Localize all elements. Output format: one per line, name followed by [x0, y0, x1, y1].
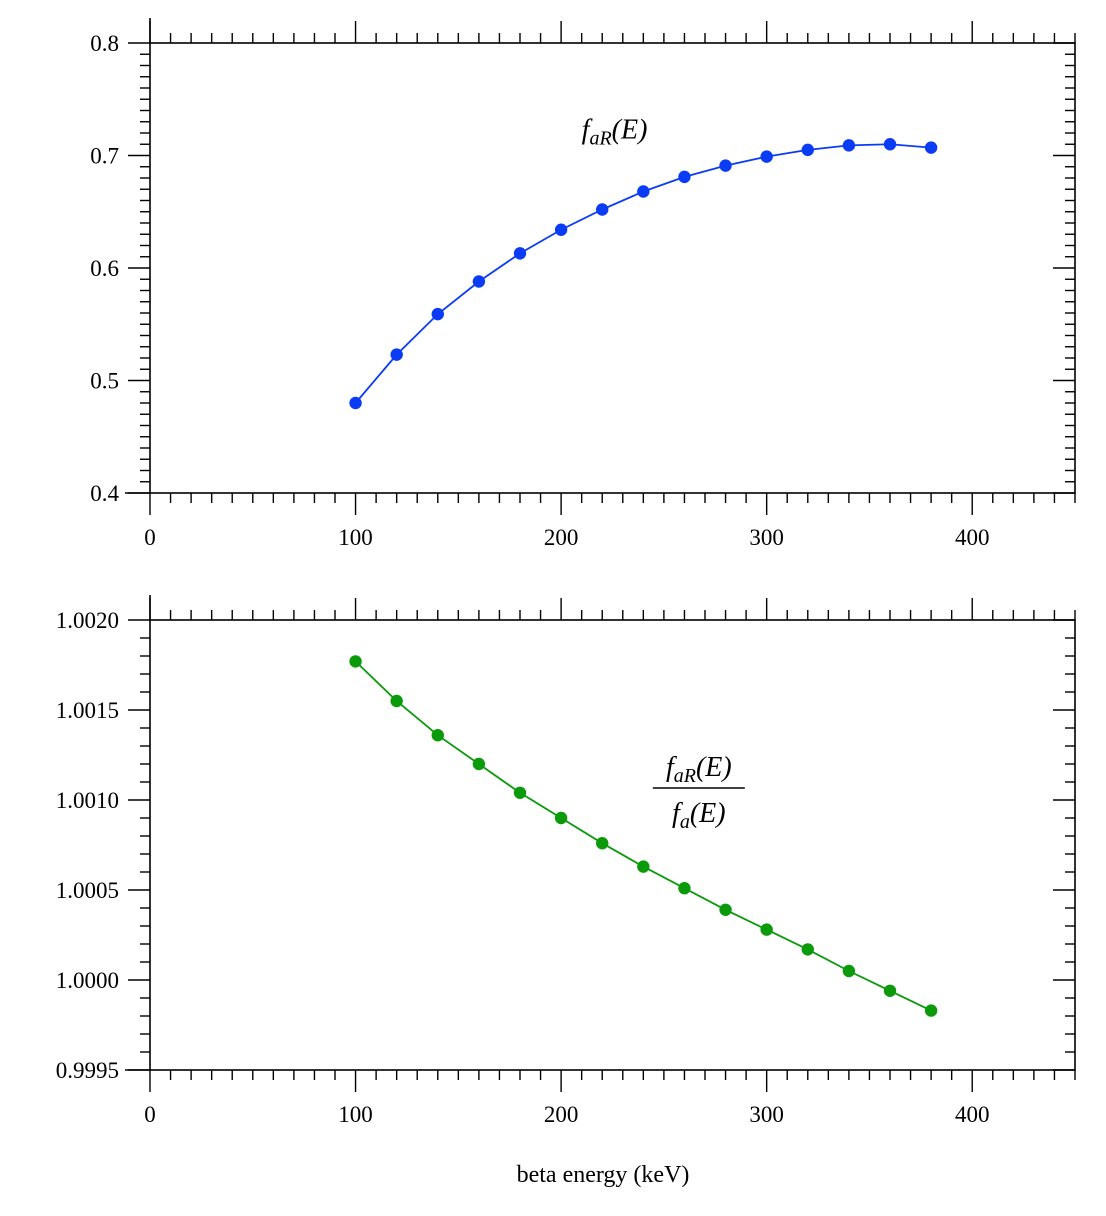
x-tick-label: 300 [749, 1102, 784, 1127]
data-point [842, 964, 856, 978]
curve-annotation: faR(E) [582, 115, 648, 150]
data-point [678, 170, 691, 184]
x-tick-label: 0 [144, 1102, 156, 1127]
data-point [596, 203, 609, 216]
plot-frame [149, 619, 1076, 1071]
data-point [924, 141, 938, 154]
data-point [760, 923, 773, 936]
data-point [801, 943, 814, 956]
y-tick-label: 0.8 [90, 31, 119, 56]
y-tick-label: 0.7 [90, 144, 119, 169]
x-axis-label: beta energy (keV) [517, 1162, 690, 1188]
data-point [678, 882, 691, 895]
data-point [390, 348, 403, 361]
y-tick-label: 0.9995 [56, 1058, 119, 1083]
data-point [431, 729, 444, 742]
x-tick-label: 0 [144, 525, 156, 550]
data-point [390, 694, 403, 708]
data-point [349, 396, 362, 410]
data-point [842, 139, 856, 152]
y-tick-label: 1.0020 [56, 608, 119, 633]
panel-bottom-ratio: 0 100 200 300 400 0.9995 1.0000 1.0005 1.0010 1.0… [56, 595, 1076, 1127]
y-tick-label: 0.4 [90, 481, 119, 506]
data-point [349, 655, 362, 668]
data-point [513, 786, 527, 799]
data-point [760, 150, 773, 163]
x-tick-label: 200 [544, 525, 579, 550]
series-line [354, 660, 932, 1012]
series-line [354, 143, 932, 404]
data-point [719, 159, 732, 172]
x-tick-label: 400 [955, 1102, 990, 1127]
data-point [554, 811, 568, 825]
y-tick-label: 0.5 [90, 369, 119, 394]
data-point [554, 223, 568, 236]
data-point [472, 757, 486, 771]
data-point [719, 903, 732, 916]
y-tick-label: 1.0005 [56, 878, 119, 903]
data-point [513, 247, 527, 260]
data-point [472, 275, 486, 288]
plot-frame [149, 42, 1076, 494]
y-tick-label: 1.0015 [56, 698, 119, 723]
panel-top-faR: 0 100 200 300 400 0.4 0.5 0.6 0.7 0.8 faR(E) [90, 18, 1076, 550]
data-point [431, 307, 444, 321]
ratio-denominator: fa(E) [672, 798, 726, 833]
data-point [637, 185, 650, 198]
data-point [801, 143, 814, 157]
data-point [637, 860, 650, 873]
x-tick-label: 200 [544, 1102, 579, 1127]
y-tick-label: 1.0010 [56, 788, 119, 813]
x-tick-label: 100 [338, 525, 373, 550]
x-tick-label: 100 [338, 1102, 373, 1127]
x-tick-label: 400 [955, 525, 990, 550]
ratio-numerator: faR(E) [666, 752, 732, 787]
y-tick-label: 0.6 [90, 256, 119, 281]
y-tick-label: 1.0000 [56, 968, 119, 993]
data-point [596, 837, 609, 850]
x-tick-label: 300 [749, 525, 784, 550]
data-point [924, 1004, 938, 1017]
data-point [883, 984, 897, 997]
data-point [883, 138, 897, 151]
